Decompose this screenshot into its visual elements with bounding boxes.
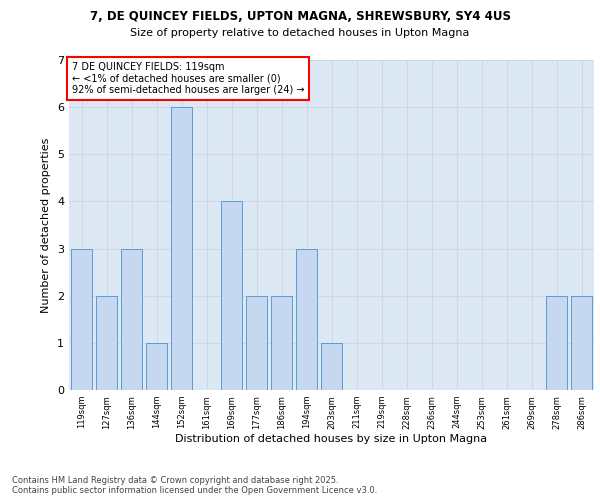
Bar xyxy=(171,107,192,390)
X-axis label: Distribution of detached houses by size in Upton Magna: Distribution of detached houses by size … xyxy=(175,434,488,444)
Bar xyxy=(121,248,142,390)
Bar xyxy=(296,248,317,390)
Bar xyxy=(271,296,292,390)
Bar xyxy=(571,296,592,390)
Text: 7, DE QUINCEY FIELDS, UPTON MAGNA, SHREWSBURY, SY4 4US: 7, DE QUINCEY FIELDS, UPTON MAGNA, SHREW… xyxy=(89,10,511,23)
Text: Size of property relative to detached houses in Upton Magna: Size of property relative to detached ho… xyxy=(130,28,470,38)
Bar xyxy=(146,343,167,390)
Y-axis label: Number of detached properties: Number of detached properties xyxy=(41,138,52,312)
Bar xyxy=(321,343,342,390)
Text: Contains HM Land Registry data © Crown copyright and database right 2025.
Contai: Contains HM Land Registry data © Crown c… xyxy=(12,476,377,495)
Bar xyxy=(546,296,567,390)
Bar xyxy=(96,296,117,390)
Bar xyxy=(221,202,242,390)
Bar xyxy=(246,296,267,390)
Bar xyxy=(71,248,92,390)
Text: 7 DE QUINCEY FIELDS: 119sqm
← <1% of detached houses are smaller (0)
92% of semi: 7 DE QUINCEY FIELDS: 119sqm ← <1% of det… xyxy=(71,62,304,95)
